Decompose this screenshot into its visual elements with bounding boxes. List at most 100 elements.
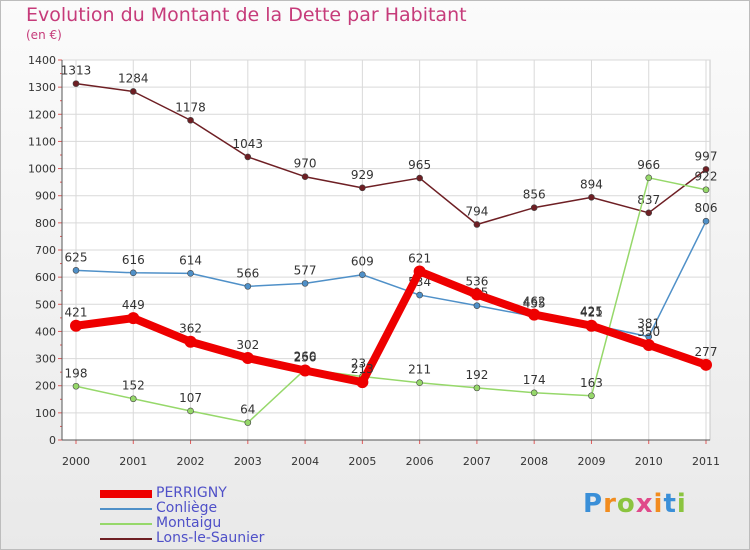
data-label: 621 (408, 251, 431, 265)
data-point (184, 335, 197, 348)
data-point (129, 269, 137, 277)
data-label: 536 (465, 275, 488, 289)
data-label: 174 (523, 373, 546, 387)
data-label: 198 (65, 366, 88, 380)
logo-letter: i (676, 489, 687, 519)
data-point (588, 194, 595, 201)
y-tick-label: 1400 (28, 54, 56, 67)
data-point (416, 174, 423, 182)
data-label: 614 (179, 253, 202, 267)
data-label: 922 (695, 170, 718, 184)
data-label: 806 (695, 201, 718, 215)
legend-swatch (100, 538, 152, 540)
data-label: 965 (408, 158, 431, 172)
data-point (642, 339, 655, 351)
y-tick-label: 900 (35, 190, 56, 203)
data-label: 192 (465, 368, 488, 382)
data-point (359, 184, 366, 192)
data-point (413, 265, 426, 278)
legend-swatch (100, 508, 152, 510)
data-point (530, 389, 538, 397)
data-label: 425 (580, 305, 603, 319)
data-label: 381 (637, 317, 660, 331)
data-point (645, 209, 653, 217)
data-label: 837 (637, 193, 660, 207)
logo-letter: P (583, 489, 604, 519)
x-tick-label: 2007 (463, 455, 491, 468)
data-point (244, 153, 252, 161)
data-point (473, 221, 481, 228)
series-lons-le-saunier: 1313 1284 1178 1043 970 929 965 794 856 894 837 997 (61, 64, 718, 228)
series-perrigny: 421 449 362 302 256 213 621 536 462 421 350 277 (65, 251, 718, 389)
data-point (702, 166, 710, 173)
data-label: 211 (408, 363, 431, 377)
x-tick-label: 2006 (406, 455, 434, 468)
data-point (301, 280, 309, 287)
data-point (129, 395, 137, 403)
series-line (75, 82, 707, 226)
data-point (244, 419, 252, 426)
y-tick-label: 200 (35, 380, 56, 393)
legend-label: Conliège (156, 500, 218, 516)
data-label: 107 (179, 391, 202, 405)
chart-title: Evolution du Montant de la Dette par Hab… (26, 4, 467, 26)
data-point (301, 173, 309, 181)
legend-label: Lons-le-Saunier (156, 530, 265, 546)
logo-letter: o (616, 489, 636, 519)
data-label: 213 (351, 362, 374, 376)
data-label: 856 (523, 188, 546, 202)
y-tick-label: 600 (35, 271, 56, 284)
proxiti-logo: Proxiti (583, 489, 687, 519)
data-point (356, 376, 369, 389)
y-tick-label: 700 (35, 244, 56, 257)
x-tick-label: 2003 (234, 455, 262, 468)
data-label: 362 (179, 322, 202, 336)
data-point (416, 291, 423, 299)
data-label: 1178 (175, 100, 206, 114)
logo-letter: i (653, 489, 664, 519)
y-tick-label: 1000 (28, 163, 56, 176)
data-label: 152 (122, 379, 145, 393)
y-tick-label: 500 (35, 298, 56, 311)
data-label: 1284 (118, 71, 149, 85)
data-point (187, 116, 194, 124)
legend-label: PERRIGNY (156, 485, 227, 501)
data-point (645, 174, 653, 182)
data-label: 64 (240, 403, 255, 417)
data-point (72, 382, 80, 390)
data-label: 449 (122, 298, 145, 312)
data-label: 970 (294, 157, 317, 171)
data-point (702, 186, 710, 194)
data-label: 421 (65, 306, 88, 320)
data-point (299, 364, 312, 377)
data-point (187, 270, 194, 277)
data-label: 302 (236, 338, 259, 352)
data-label: 163 (580, 376, 603, 390)
data-point (473, 384, 481, 392)
logo-letter: r (603, 489, 617, 519)
data-label: 566 (236, 266, 259, 280)
x-tick-label: 2004 (291, 455, 319, 468)
x-tick-label: 2010 (635, 455, 663, 468)
y-tick-label: 300 (35, 353, 56, 366)
data-point (585, 319, 598, 332)
legend-label: Montaigu (156, 515, 222, 531)
x-tick-label: 2005 (348, 455, 376, 468)
y-tick-label: 0 (49, 434, 56, 447)
data-label: 1313 (61, 64, 92, 78)
y-tick-label: 100 (35, 407, 56, 420)
data-point (530, 204, 538, 211)
y-tick-label: 1200 (28, 108, 56, 121)
x-tick-label: 2011 (692, 455, 720, 468)
data-label: 997 (695, 149, 718, 163)
data-label: 577 (294, 263, 317, 277)
y-tick-label: 400 (35, 325, 56, 338)
data-point (72, 80, 80, 87)
data-label: 421 (580, 306, 603, 320)
y-tick-label: 1300 (28, 81, 56, 94)
data-point (244, 283, 252, 290)
series-line (75, 177, 707, 424)
data-label: 277 (695, 345, 718, 359)
data-point (473, 302, 481, 309)
logo-letter: x (635, 489, 654, 519)
